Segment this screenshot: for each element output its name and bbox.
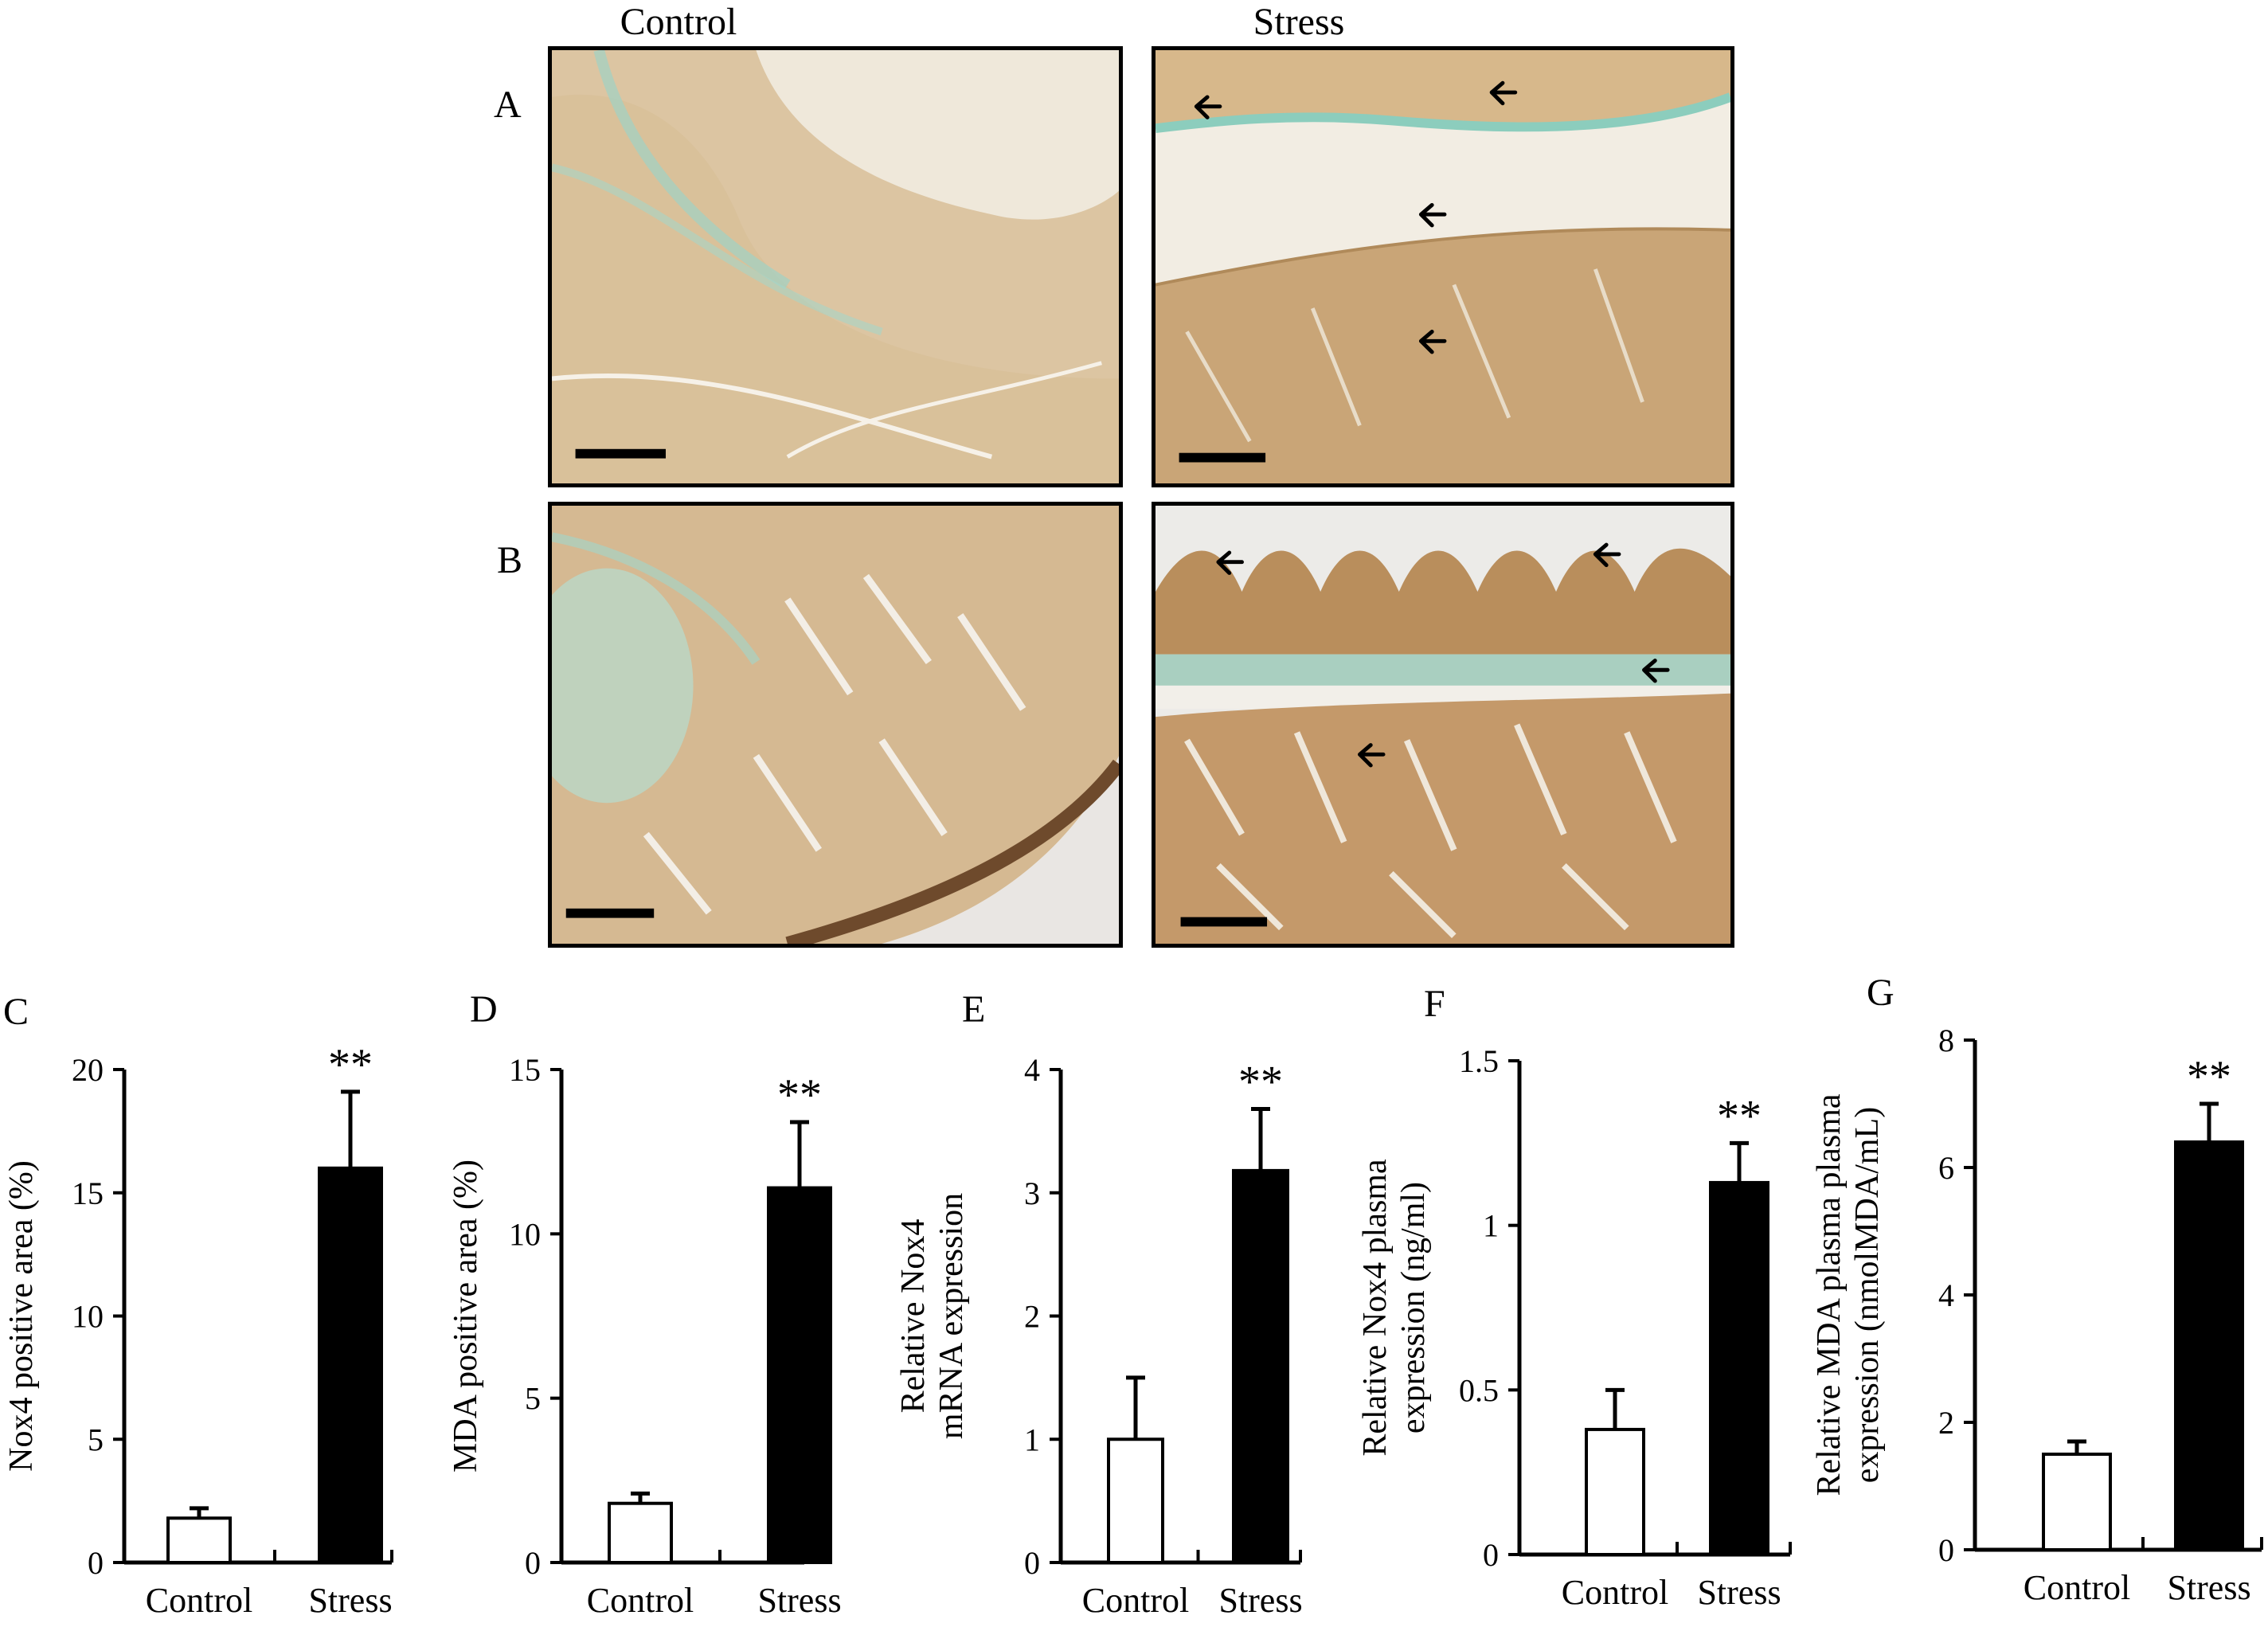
micrograph-a-stress [1152,46,1734,487]
chart-f-panel-label: F [1424,983,1445,1025]
chart-g-significance: ** [2187,1052,2231,1101]
chart-d-ytick-label: 10 [509,1216,541,1252]
chart-d-category-label: Control [587,1581,694,1620]
tissue-image-b-stress [1156,506,1730,944]
chart-e-panel-label: E [962,988,985,1031]
chart-g-ytick-label: 2 [1938,1405,1954,1441]
chart-e-significance: ** [1238,1058,1283,1107]
chart-d-ylabel: MDA positive area (%) [448,1160,484,1473]
chart-d-ytick-label: 5 [525,1381,541,1417]
chart-g-panel-label: G [1867,972,1895,1014]
tissue-image-b-control [552,506,1119,944]
chart-d-category-label: Stress [757,1581,841,1620]
chart-d-bar-stress [767,1186,832,1565]
chart-d-ytick-label: 15 [509,1052,541,1088]
chart-d-bar-control [608,1501,673,1564]
chart-g-ylabel: expression (nmolMDA/mL) [1849,1107,1886,1483]
chart-c-category-label: Control [146,1581,252,1620]
chart-e-ytick-label: 2 [1024,1299,1040,1335]
chart-c-ytick-label: 20 [72,1052,104,1088]
chart-e-category-label: Stress [1218,1581,1302,1620]
chart-f-ytick-label: 1.5 [1459,1043,1499,1079]
chart-e-ytick-label: 0 [1024,1545,1040,1581]
chart-g-bar-control [2042,1453,2112,1551]
chart-c-bar-stress [318,1166,383,1565]
chart-e-ylabel: mRNA expression [933,1193,970,1439]
micrograph-a-control [548,46,1123,487]
chart-c-bar-control [166,1516,232,1565]
chart-g-ytick-label: 4 [1938,1277,1954,1313]
chart-f-ytick-label: 0 [1483,1537,1499,1573]
chart-g-category-label: Stress [2167,1568,2250,1607]
chart-d-panel-label: D [470,988,498,1031]
chart-f-significance: ** [1717,1091,1762,1140]
chart-e-bar-stress [1232,1168,1289,1565]
row-label-a: A [494,84,522,126]
chart-g-category-label: Control [2024,1568,2130,1607]
tissue-image-a-control [552,50,1119,483]
chart-c-ytick-label: 10 [72,1299,104,1335]
chart-c-ylabel: Nox4 positive area (%) [3,1160,40,1472]
chart-c-category-label: Stress [308,1581,392,1620]
chart-c-ytick-label: 15 [72,1175,104,1211]
chart-c-ytick-label: 0 [88,1545,104,1581]
chart-c-ytick-label: 5 [88,1422,104,1457]
chart-e-ytick-label: 1 [1024,1422,1040,1457]
tissue-image-a-stress [1156,50,1730,483]
chart-e-bar-control [1107,1437,1164,1564]
chart-f-ytick-label: 0.5 [1459,1372,1499,1408]
chart-c-panel-label: C [3,991,29,1033]
chart-c-significance: ** [328,1040,373,1089]
chart-e-category-label: Control [1082,1581,1189,1620]
chart-f-ytick-label: 1 [1483,1208,1499,1244]
chart-d-significance: ** [777,1070,822,1120]
chart-f-category-label: Control [1562,1573,1668,1612]
chart-f-category-label: Stress [1697,1573,1781,1612]
chart-g-ytick-label: 6 [1938,1150,1954,1186]
row-label-b: B [497,539,523,581]
chart-f-ylabel: Relative Nox4 plasma [1357,1159,1394,1457]
chart-f-ylabel: expression (ng/ml) [1395,1182,1432,1433]
chart-e-ytick-label: 4 [1024,1052,1040,1088]
chart-g-ytick-label: 8 [1938,1023,1954,1058]
chart-g-ylabel: Relative MDA plasma plasma [1811,1093,1848,1496]
column-header-stress: Stress [1253,1,1345,43]
micrograph-b-stress [1152,502,1734,948]
micrograph-b-control [548,502,1123,948]
chart-e-ytick-label: 3 [1024,1175,1040,1211]
chart-g-bar-stress [2174,1140,2244,1551]
chart-d-ytick-label: 0 [525,1545,541,1581]
chart-f-bar-stress [1709,1180,1769,1557]
column-header-control: Control [620,1,737,43]
chart-f-bar-control [1585,1427,1645,1557]
chart-g-ytick-label: 0 [1938,1532,1954,1568]
chart-e-ylabel: Relative Nox4 [895,1219,932,1414]
